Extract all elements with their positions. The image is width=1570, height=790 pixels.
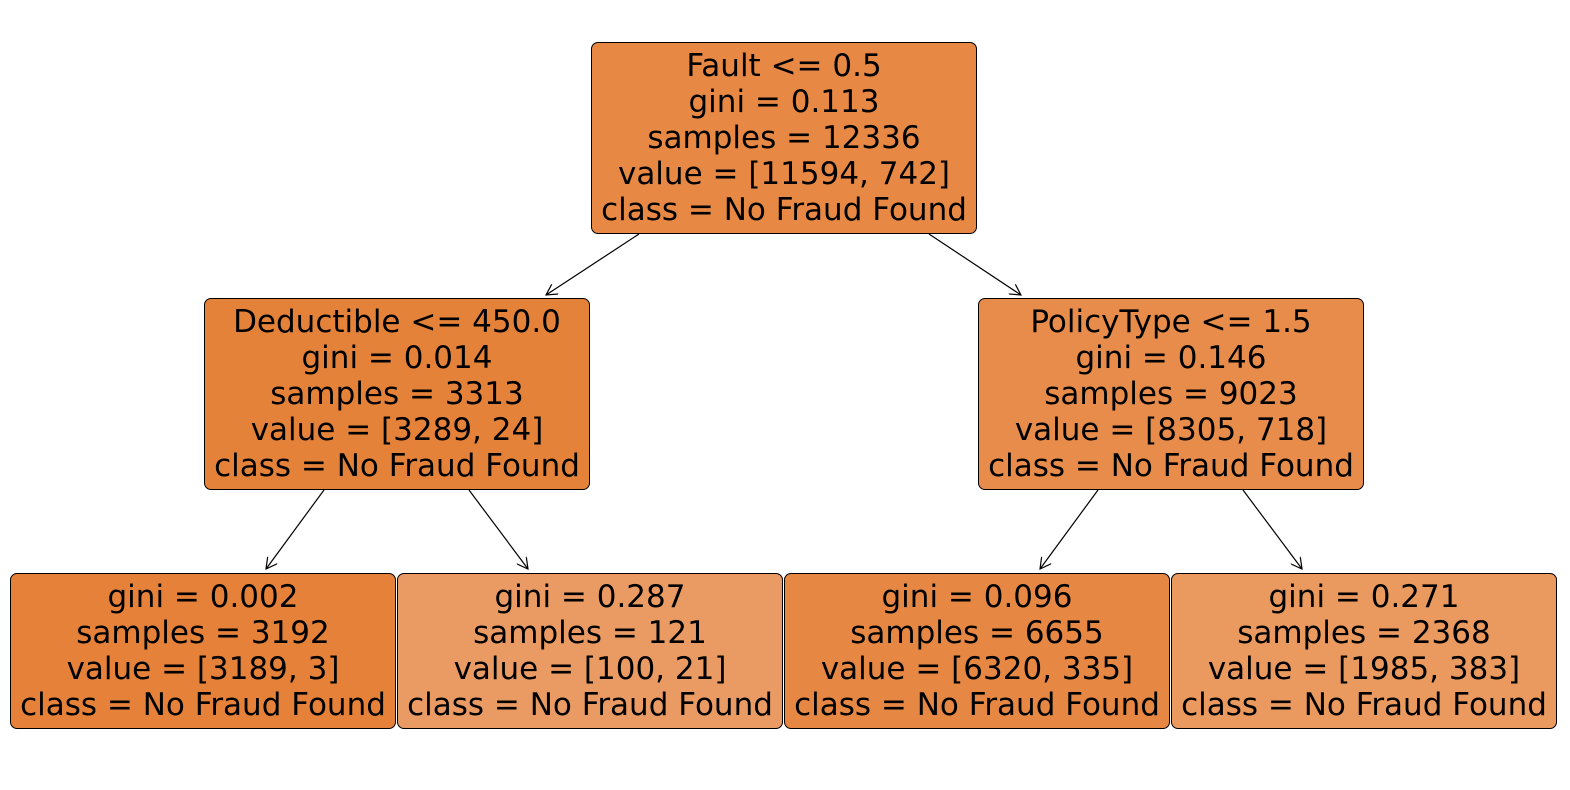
edge-root-to-right xyxy=(928,233,1021,295)
node-value: value = [8305, 718] xyxy=(1014,412,1328,448)
node-class: class = No Fraud Found xyxy=(20,687,386,723)
edge-left-to-left-leaf xyxy=(266,489,325,569)
node-split-condition: PolicyType <= 1.5 xyxy=(1030,304,1312,340)
tree-leaf-right-left: gini = 0.096 samples = 6655 value = [632… xyxy=(784,573,1170,729)
edge-root-to-left xyxy=(546,233,640,295)
edge-right-to-right-leaf xyxy=(1242,489,1302,569)
node-samples: samples = 3192 xyxy=(76,615,330,651)
node-value: value = [1985, 383] xyxy=(1207,651,1521,687)
node-class: class = No Fraud Found xyxy=(407,687,773,723)
node-samples: samples = 9023 xyxy=(1044,376,1298,412)
node-split-condition: Deductible <= 450.0 xyxy=(233,304,561,340)
node-value: value = [3289, 24] xyxy=(250,412,544,448)
node-class: class = No Fraud Found xyxy=(794,687,1160,723)
node-samples: samples = 121 xyxy=(473,615,707,651)
node-gini: gini = 0.113 xyxy=(688,84,880,120)
node-gini: gini = 0.014 xyxy=(301,340,493,376)
node-gini: gini = 0.002 xyxy=(107,579,299,615)
node-gini: gini = 0.146 xyxy=(1075,340,1267,376)
node-value: value = [6320, 335] xyxy=(820,651,1134,687)
node-samples: samples = 12336 xyxy=(647,120,921,156)
tree-node-left: Deductible <= 450.0 gini = 0.014 samples… xyxy=(204,298,590,490)
node-samples: samples = 2368 xyxy=(1237,615,1491,651)
node-class: class = No Fraud Found xyxy=(988,448,1354,484)
node-samples: samples = 6655 xyxy=(850,615,1104,651)
node-class: class = No Fraud Found xyxy=(1181,687,1547,723)
node-class: class = No Fraud Found xyxy=(601,192,967,228)
node-gini: gini = 0.096 xyxy=(881,579,1073,615)
edge-right-to-left-leaf xyxy=(1040,489,1099,569)
node-split-condition: Fault <= 0.5 xyxy=(686,48,882,84)
tree-leaf-left-right: gini = 0.287 samples = 121 value = [100,… xyxy=(397,573,783,729)
tree-leaf-right-right: gini = 0.271 samples = 2368 value = [198… xyxy=(1171,573,1557,729)
node-value: value = [11594, 742] xyxy=(617,156,951,192)
node-samples: samples = 3313 xyxy=(270,376,524,412)
node-gini: gini = 0.287 xyxy=(494,579,686,615)
tree-leaf-left-left: gini = 0.002 samples = 3192 value = [318… xyxy=(10,573,396,729)
node-value: value = [100, 21] xyxy=(453,651,727,687)
node-class: class = No Fraud Found xyxy=(214,448,580,484)
node-value: value = [3189, 3] xyxy=(66,651,340,687)
tree-node-right: PolicyType <= 1.5 gini = 0.146 samples =… xyxy=(978,298,1364,490)
edge-left-to-right-leaf xyxy=(468,489,528,569)
tree-node-root: Fault <= 0.5 gini = 0.113 samples = 1233… xyxy=(591,42,977,234)
node-gini: gini = 0.271 xyxy=(1268,579,1460,615)
